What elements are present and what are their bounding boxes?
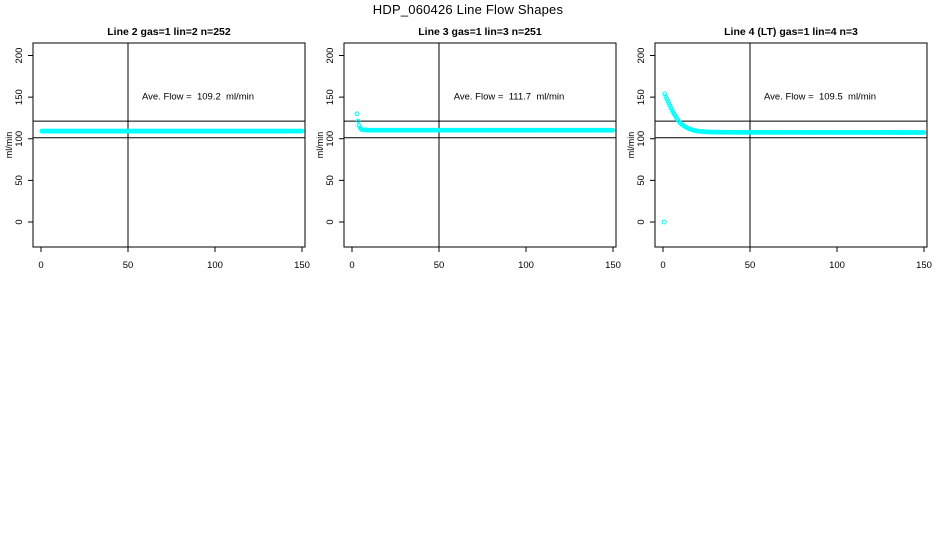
panel-line-3: 0 50 100 150 0 50 100 150 200 ml/min Line 3 gas=1… [311,0,622,285]
y-axis-label: ml/min [315,132,325,159]
y-axis-label: ml/min [626,132,636,159]
x-tick-label: 50 [434,260,445,271]
y-axis-ticks: 0 50 100 150 200 [636,48,655,225]
data-series [354,111,616,133]
y-axis-ticks: 0 50 100 150 200 [14,48,33,225]
x-tick-label: 150 [294,260,310,271]
y-tick-label: 200 [636,48,647,64]
y-tick-label: 50 [14,175,25,186]
y-tick-label: 0 [636,219,647,224]
y-tick-label: 150 [636,89,647,105]
plot-box [343,42,617,248]
y-tick-label: 200 [325,48,336,64]
panel-line-2: 0 50 100 150 0 50 100 150 200 ml/min Line 2 gas=1… [0,0,311,285]
y-tick-label: 50 [325,175,336,186]
x-tick-label: 50 [123,260,134,271]
y-tick-label: 200 [14,48,25,64]
x-tick-label: 0 [38,260,43,271]
reference-lines [344,43,616,247]
ave-flow-annotation: Ave. Flow = 111.7 ml/min [453,91,565,103]
y-tick-label: 150 [14,89,25,105]
y-tick-label: 50 [636,175,647,186]
x-tick-label: 0 [349,260,354,271]
x-tick-label: 100 [207,260,223,271]
ave-flow-annotation: Ave. Flow = 109.2 ml/min [141,91,255,103]
y-axis-label: ml/min [4,132,14,159]
x-tick-label: 50 [745,260,756,271]
outlier-point [661,219,667,225]
panel-title: Line 4 (LT) gas=1 lin=4 n=3 [724,26,858,38]
reference-lines [33,43,305,247]
x-axis-ticks: 0 50 100 150 [660,247,932,271]
data-series [661,91,927,225]
figure-title: HDP_060426 Line Flow Shapes [372,2,564,17]
reference-lines [655,43,927,247]
panel-title: Line 2 gas=1 lin=2 n=252 [107,26,231,38]
y-tick-label: 0 [325,219,336,224]
plot-canvas: 0 50 100 150 0 50 100 150 200 ml/min [315,42,621,271]
panel-line-4: 0 50 100 150 0 50 100 150 200 ml/min Line 4 (LT) … [622,0,933,285]
plot-canvas: 0 50 100 150 0 50 100 150 200 ml/min [626,42,932,271]
plot-box [654,42,928,248]
x-tick-label: 0 [660,260,665,271]
data-series [39,128,305,134]
panel-title: Line 3 gas=1 lin=3 n=251 [418,26,542,38]
x-tick-label: 150 [605,260,621,271]
ave-flow-annotation: Ave. Flow = 109.5 ml/min [763,91,877,103]
y-tick-label: 0 [14,219,25,224]
y-tick-label: 100 [636,131,647,147]
y-tick-label: 100 [14,131,25,147]
y-tick-label: 100 [325,131,336,147]
y-tick-label: 150 [325,89,336,105]
x-axis-ticks: 0 50 100 150 [38,247,310,271]
plot-canvas: 0 50 100 150 0 50 100 150 200 ml/min [4,42,310,271]
x-tick-label: 150 [916,260,932,271]
x-tick-label: 100 [829,260,845,271]
x-tick-label: 100 [518,260,534,271]
x-axis-ticks: 0 50 100 150 [349,247,621,271]
plot-box [32,42,306,248]
y-axis-ticks: 0 50 100 150 200 [325,48,344,225]
